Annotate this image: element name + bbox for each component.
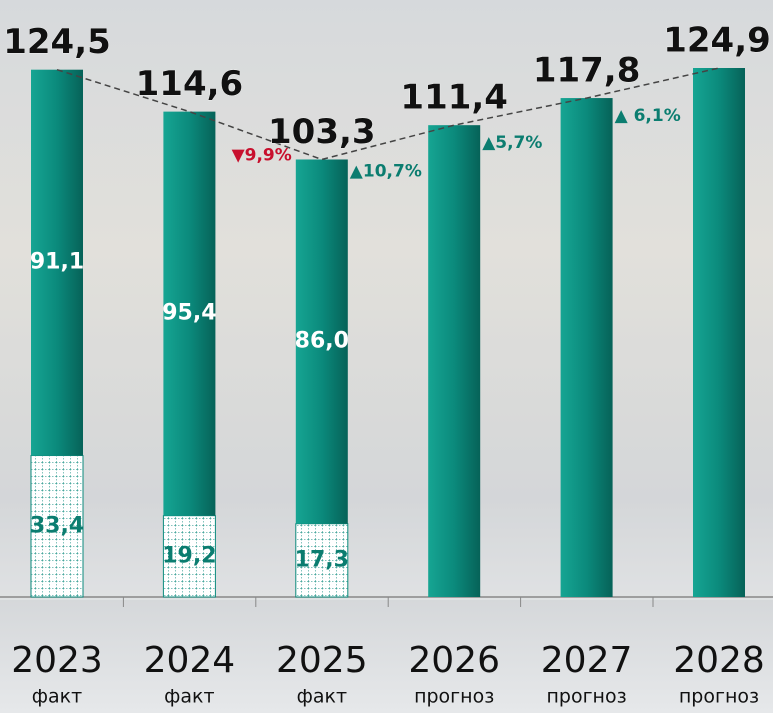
- change-label: ▲5,7%: [482, 133, 542, 153]
- x-tick-label: 2026: [408, 640, 500, 681]
- x-sublabel: факт: [164, 686, 214, 708]
- bar-segment: [428, 125, 480, 597]
- x-sublabel: прогноз: [546, 686, 626, 708]
- x-tick-label: 2027: [541, 640, 633, 681]
- change-label: ▲ 6,1%: [615, 106, 681, 126]
- change-label: ▲10,7%: [350, 161, 422, 181]
- bar-segment: [561, 98, 613, 597]
- segment-label: 91,1: [30, 250, 84, 275]
- segment-label: 17,3: [295, 547, 349, 572]
- x-tick-label: 2025: [276, 640, 368, 681]
- x-tick-label: 2024: [144, 640, 236, 681]
- bar-segment: [693, 68, 745, 597]
- total-label: 124,5: [3, 22, 111, 62]
- total-label: 111,4: [400, 78, 508, 118]
- segment-label: 19,2: [162, 543, 216, 568]
- segment-label: 95,4: [162, 301, 216, 326]
- photo-haze: [0, 0, 773, 600]
- total-label: 117,8: [533, 51, 641, 91]
- x-sublabel: прогноз: [679, 686, 759, 708]
- x-sublabel: прогноз: [414, 686, 494, 708]
- x-tick-label: 2028: [673, 640, 765, 681]
- total-label: 124,9: [663, 21, 771, 61]
- total-label: 114,6: [136, 64, 244, 104]
- change-label: ▼9,9%: [232, 145, 292, 165]
- chart: 33,491,119,295,417,386,0124,5114,6103,31…: [0, 0, 773, 713]
- x-sublabel: факт: [32, 686, 82, 708]
- segment-label: 33,4: [30, 513, 84, 538]
- x-sublabel: факт: [297, 686, 347, 708]
- segment-label: 86,0: [295, 329, 349, 354]
- x-tick-label: 2023: [11, 640, 103, 681]
